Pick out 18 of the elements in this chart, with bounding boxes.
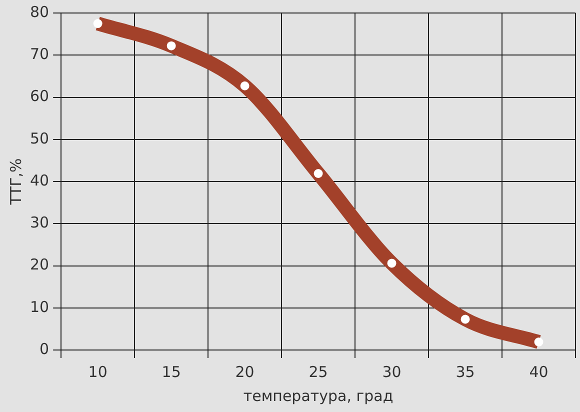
y-tick-label: 30 [30,214,50,232]
y-axis-title: ТТГ,% [6,158,25,206]
x-tick-label: 15 [162,362,181,381]
y-tick-label: 60 [30,87,50,106]
y-tick-label: 10 [30,298,50,316]
y-tick-label: 40 [30,171,50,190]
x-tick-label: 35 [456,362,475,381]
x-tick-label: 20 [235,362,254,381]
x-tick-label: 25 [308,362,328,381]
x-tick-label: 40 [529,362,548,381]
y-tick-label: 20 [30,256,50,274]
y-tick-label: 50 [30,129,50,148]
x-tick-label: 10 [88,362,108,381]
y-tick-label: 80 [30,2,50,21]
y-tick-label: 70 [30,45,50,64]
x-axis-title: температура, град [243,386,394,405]
x-tick-label: 30 [382,362,402,381]
y-tick-label: 0 [40,340,50,358]
